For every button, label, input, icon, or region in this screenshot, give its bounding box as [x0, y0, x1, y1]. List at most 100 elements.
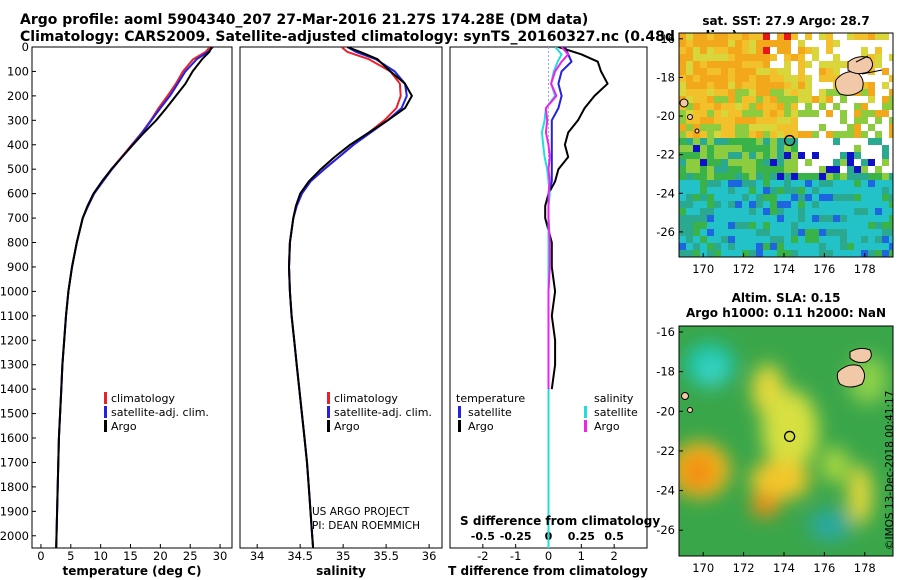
legend-climatology-swatch: [327, 392, 330, 404]
y-tick-label: 2000: [0, 529, 29, 543]
legend-climatology-label: climatology: [334, 392, 398, 405]
land-fiji-north: [847, 56, 874, 75]
y-tick-label: 400: [7, 138, 29, 152]
lon-tick-label: 178: [854, 262, 876, 276]
sla-map-frame: [678, 325, 894, 557]
legend-t-argo-label: Argo: [468, 420, 494, 433]
salinity-lines: [288, 47, 413, 548]
legend-argo-label: Argo: [111, 420, 137, 433]
lat-tick-label: -16: [656, 325, 675, 339]
y-tick-label: 200: [7, 89, 29, 103]
depth-axis-ticks: 0 100 200 300 400 500 600 700 800 900 1000 1100 1200…: [0, 40, 36, 543]
credit-line2: PI: DEAN ROEMMICH: [312, 520, 420, 532]
lat-tick-label: -20: [656, 109, 675, 123]
temperature-frame: [31, 46, 233, 549]
sla-map-lat-ticks: -16 -18 -20 -22 -24 -26: [656, 325, 683, 537]
sla-map-lon-ticks: 170 172 174 176 178: [692, 552, 876, 575]
y-tick-label: 900: [7, 260, 29, 274]
y-tick-label: 1100: [0, 309, 29, 323]
legend-s-argo-swatch: [584, 420, 587, 432]
difference-panel: -2 -1 0 1 2 -0.5 -0.25 0 0.25 0.5 S difference f…: [448, 46, 660, 578]
legend-satellite-swatch: [327, 406, 330, 418]
series-line-climatology: [55, 47, 211, 548]
lat-tick-label: -22: [656, 148, 675, 162]
salinity-panel: 34 34.5 35 35.5 36 salinity climatology sate…: [239, 46, 443, 578]
difference-lines: [540, 47, 609, 548]
lat-tick-label: -20: [656, 404, 675, 418]
land-islet: [694, 128, 700, 134]
lat-tick-label: -26: [656, 225, 675, 239]
legend-argo-swatch: [104, 420, 107, 432]
s-difference-x-ticks: -0.5-0.2500.250.5: [471, 530, 624, 543]
imos-timestamp: ©IMOS 13-Dec-2018 00:41:17: [884, 391, 896, 550]
temperature-panel: 0100200300400500600700800900100011001200…: [0, 40, 233, 578]
series-line-satellite-adj-clim: [288, 47, 408, 548]
x-tick-label: 0: [545, 549, 552, 563]
land-fiji: [835, 71, 864, 96]
lon-tick-label: 174: [773, 561, 795, 575]
x-tick-label: 34.5: [287, 549, 313, 563]
lat-tick-label: -18: [656, 365, 675, 379]
lat-tick-label: -22: [656, 444, 675, 458]
x-tick-label: 5: [67, 549, 74, 563]
x-tick-label: 35: [336, 549, 351, 563]
salinity-frame: [239, 46, 443, 549]
lon-tick-label: 170: [692, 561, 714, 575]
legend-t-satellite-swatch: [458, 406, 461, 418]
series-line-argo: [55, 47, 213, 548]
series-line-temperature-argo: [544, 47, 609, 390]
x-tick-label: 30: [213, 549, 228, 563]
temperature-x-ticks: 0 5 10 15 20 25 30: [37, 544, 227, 563]
land-islet: [681, 392, 689, 400]
figure-title-line2: Climatology: CARS2009. Satellite-adjuste…: [20, 29, 738, 45]
y-tick-label: 1400: [0, 382, 29, 396]
sla-map-panel: Altim. SLA: 0.15 Argo h1000: 0.11 h2000:…: [656, 291, 894, 575]
temperature-lines: [55, 47, 214, 548]
y-tick-label: 500: [7, 162, 29, 176]
t-difference-x-ticks: -2 -1 0 1 2: [477, 544, 618, 563]
x-tick-label: 1: [578, 549, 585, 563]
legend-s-satellite-swatch: [584, 406, 587, 418]
sst-map-lat-ticks: -16 -18 -20 -22 -24 -26: [656, 32, 683, 239]
lat-tick-label: -18: [656, 70, 675, 84]
sla-land: [681, 347, 872, 413]
legend-t-argo-swatch: [458, 420, 461, 432]
argo-position-marker: [783, 430, 796, 443]
sst-map-lon-ticks: 170 172 174 176 178: [692, 253, 876, 276]
x2-tick-label: 0.5: [604, 530, 624, 543]
y-tick-label: 1200: [0, 333, 29, 347]
y-tick-label: 800: [7, 236, 29, 250]
sla-field: [679, 343, 888, 541]
y-tick-label: 1600: [0, 431, 29, 445]
y-tick-label: 1900: [0, 504, 29, 518]
series-line-temperature-satellite: [547, 47, 573, 548]
legend-argo-swatch: [327, 420, 330, 432]
sst-map-header: sat. SST: 27.9 Argo: 28.7: [702, 14, 869, 28]
x2-tick-label: -0.5: [471, 530, 495, 543]
lon-tick-label: 176: [813, 262, 835, 276]
lat-tick-label: -16: [656, 32, 675, 46]
legend-s-satellite-label: satellite: [594, 406, 638, 419]
x2-tick-label: -0.25: [500, 530, 532, 543]
salinity-legend: climatology satellite-adj. clim. Argo: [327, 392, 432, 433]
lon-tick-label: 172: [733, 561, 755, 575]
salinity-x-label: salinity: [316, 564, 366, 578]
t-difference-x-label: T difference from climatology: [448, 564, 648, 578]
salinity-x-ticks: 34 34.5 35 35.5 36: [250, 544, 436, 563]
y-tick-label: 100: [7, 64, 29, 78]
x-tick-label: 0: [37, 549, 44, 563]
y-tick-label: 600: [7, 187, 29, 201]
sst-map-panel: sat. SST: 27.9 Argo: 28.7 -16 -18 -20 -22 -2…: [656, 14, 894, 276]
lon-tick-label: 176: [813, 561, 835, 575]
land-islet: [679, 98, 689, 108]
legend-temperature-heading: temperature: [456, 392, 525, 405]
land-islet: [687, 407, 693, 413]
figure-title-line1: Argo profile: aoml 5904340_207 27-Mar-20…: [20, 12, 588, 28]
argo-position-marker: [783, 134, 796, 147]
lat-tick-label: -24: [656, 484, 675, 498]
difference-legend: temperature satellite Argo salinity sate…: [456, 392, 638, 433]
s-difference-label: S difference from climatology: [460, 514, 660, 528]
legend-t-satellite-label: satellite: [468, 406, 512, 419]
lon-tick-label: 172: [733, 262, 755, 276]
